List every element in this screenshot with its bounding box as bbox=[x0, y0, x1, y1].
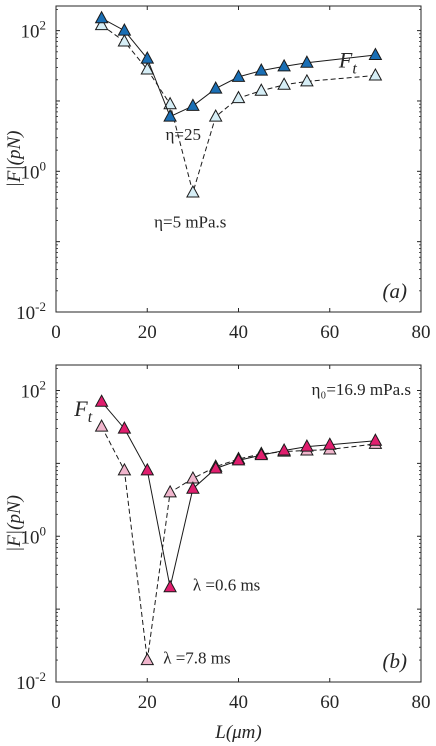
data-point-dashed bbox=[300, 73, 314, 87]
data-point-dashed bbox=[94, 17, 109, 31]
data-point-dashed bbox=[94, 419, 109, 432]
annotation-subscript: t bbox=[352, 60, 357, 77]
y-tick-exponent: -2 bbox=[35, 299, 46, 314]
y-tick-base: 10 bbox=[16, 673, 35, 694]
y-tick-base: 10 bbox=[21, 382, 40, 403]
y-tick-exponent: 0 bbox=[40, 523, 47, 538]
x-tick-label: 60 bbox=[320, 692, 339, 713]
data-point-dashed bbox=[117, 33, 132, 47]
y-tick-base: 10 bbox=[16, 303, 35, 324]
annotation-label: η=5 mPa.s bbox=[154, 212, 226, 231]
x-tick-label: 80 bbox=[412, 322, 431, 343]
annotation-text: η=5 mPa.s bbox=[154, 212, 226, 231]
data-point-solid bbox=[300, 55, 314, 68]
data-point-solid bbox=[94, 10, 109, 24]
x-tick-label: 60 bbox=[320, 322, 339, 343]
data-point-dashed bbox=[140, 652, 155, 666]
y-axis-label: |F|(pN) bbox=[4, 131, 25, 188]
y-tick-exponent: 2 bbox=[40, 378, 47, 393]
annotation-text: F bbox=[338, 47, 353, 72]
data-point-solid bbox=[163, 579, 177, 593]
y-tick-label: 102 bbox=[21, 18, 47, 43]
annotation-text: λ =7.8 ms bbox=[163, 648, 230, 667]
panel-label: (b) bbox=[383, 649, 408, 673]
x-axis-label: L(μm) bbox=[214, 722, 261, 743]
x-tick-label: 40 bbox=[229, 692, 248, 713]
annotation-text: F bbox=[73, 396, 88, 421]
annotation-label: λ =0.6 ms bbox=[193, 576, 260, 595]
series-line-solid bbox=[101, 401, 376, 588]
data-point-dashed bbox=[117, 462, 132, 476]
annotation-text: λ =0.6 ms bbox=[193, 576, 260, 595]
data-point-solid bbox=[117, 23, 132, 36]
y-tick-base: 10 bbox=[21, 22, 40, 43]
data-point-solid bbox=[368, 47, 383, 60]
y-tick-base: 10 bbox=[21, 527, 40, 548]
data-point-dashed bbox=[186, 184, 200, 198]
data-point-solid bbox=[231, 452, 246, 466]
data-point-dashed bbox=[208, 109, 223, 122]
annotation-label: λ =7.8 ms bbox=[163, 648, 230, 667]
data-point-solid bbox=[117, 421, 132, 434]
data-point-dashed bbox=[277, 77, 291, 90]
panel-label: (a) bbox=[383, 279, 408, 303]
data-point-dashed bbox=[368, 67, 383, 81]
data-point-solid bbox=[277, 442, 291, 456]
y-axis-label: |F|(pN) bbox=[4, 495, 25, 552]
data-point-solid bbox=[254, 447, 269, 461]
data-point-solid bbox=[231, 69, 246, 82]
data-point-solid bbox=[254, 63, 269, 76]
y-tick-label: 102 bbox=[21, 378, 47, 403]
annotation-subscript: t bbox=[88, 409, 93, 426]
y-tick-exponent: 2 bbox=[40, 18, 47, 33]
y-tick-label: 10-2 bbox=[16, 299, 46, 324]
data-point-solid bbox=[300, 439, 314, 452]
y-tick-label: 100 bbox=[21, 523, 47, 548]
x-tick-label: 0 bbox=[51, 322, 61, 343]
x-tick-label: 20 bbox=[138, 692, 157, 713]
y-tick-exponent: 0 bbox=[40, 158, 47, 173]
data-point-solid bbox=[140, 51, 155, 64]
y-tick-label: 10-2 bbox=[16, 669, 46, 694]
annotation-label: η=25 bbox=[166, 125, 201, 144]
data-point-solid bbox=[368, 433, 383, 446]
x-tick-label: 40 bbox=[229, 322, 248, 343]
data-point-dashed bbox=[140, 61, 155, 75]
data-point-solid bbox=[208, 81, 223, 94]
data-point-dashed bbox=[163, 96, 177, 110]
panel-b-chart: 0 20 40 60 8010-2100102|F|(pN)L(μm)(b)η₀=16.… bbox=[4, 364, 431, 743]
x-tick-label: 80 bbox=[412, 692, 431, 713]
annotation-label: Ft bbox=[73, 396, 92, 426]
x-tick-label: 0 bbox=[51, 692, 61, 713]
x-tick-label: 20 bbox=[138, 322, 157, 343]
y-tick-base: 10 bbox=[21, 162, 40, 183]
data-point-solid bbox=[208, 460, 223, 474]
data-point-solid bbox=[186, 481, 200, 494]
data-point-solid bbox=[94, 394, 109, 407]
y-tick-label: 100 bbox=[21, 158, 47, 183]
series-line-dashed bbox=[101, 426, 376, 661]
series-line-dashed bbox=[101, 24, 376, 195]
annotation-label: Ft bbox=[338, 47, 357, 77]
data-point-solid bbox=[277, 58, 291, 72]
data-point-solid bbox=[322, 437, 337, 450]
y-tick-exponent: -2 bbox=[35, 669, 46, 684]
data-point-solid bbox=[163, 109, 177, 122]
data-point-dashed bbox=[231, 90, 246, 104]
plot-frame bbox=[55, 5, 422, 313]
annotation-text: η=25 bbox=[166, 125, 201, 144]
viscosity-header: η₀=16.9 mPa.s bbox=[312, 380, 412, 399]
data-point-solid bbox=[140, 462, 155, 476]
data-point-dashed bbox=[254, 83, 269, 96]
data-point-dashed bbox=[163, 484, 177, 498]
data-point-solid bbox=[186, 98, 200, 111]
